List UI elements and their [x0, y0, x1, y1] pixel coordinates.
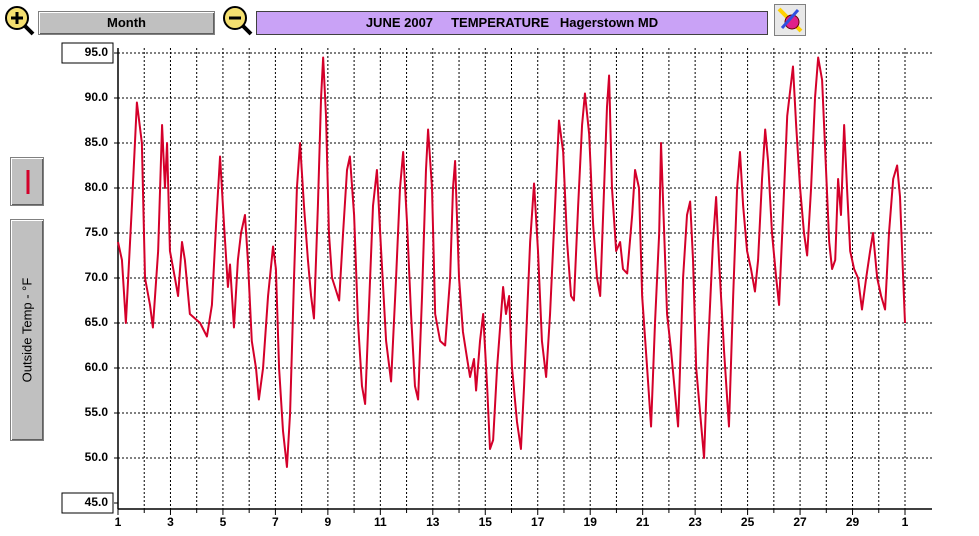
x-tick-label: 7	[272, 515, 279, 529]
x-tick-label: 25	[741, 515, 755, 529]
x-tick-label: 13	[426, 515, 440, 529]
x-tick-label: 21	[636, 515, 650, 529]
y-axis-button[interactable]: Outside Temp - °F	[10, 219, 44, 441]
y-tick-label: 90.0	[85, 90, 109, 104]
y-tick-label: 85.0	[85, 135, 109, 149]
x-tick-label: 5	[220, 515, 227, 529]
legend-swatch	[26, 170, 30, 194]
zoom-out-button[interactable]	[220, 3, 254, 37]
x-tick-label: 3	[167, 515, 174, 529]
y-tick-label: 50.0	[85, 450, 109, 464]
x-tick-label: 27	[793, 515, 807, 529]
legend-button[interactable]	[10, 157, 44, 206]
y-tick-label: 95.0	[85, 45, 109, 59]
zoom-in-button[interactable]	[2, 3, 36, 37]
y-tick-label: 75.0	[85, 225, 109, 239]
y-tick-label: 70.0	[85, 270, 109, 284]
x-tick-label: 29	[846, 515, 860, 529]
x-tick-label: 19	[584, 515, 598, 529]
y-tick-label: 55.0	[85, 405, 109, 419]
x-tick-label: 1	[115, 515, 122, 529]
y-tick-label: 65.0	[85, 315, 109, 329]
x-tick-label: 15	[479, 515, 493, 529]
x-tick-label: 23	[688, 515, 702, 529]
y-tick-box	[61, 492, 114, 514]
x-tick-label: 9	[325, 515, 332, 529]
y-tick-label: 60.0	[85, 360, 109, 374]
y-tick-box	[61, 42, 114, 64]
y-tick-label: 45.0	[85, 495, 109, 509]
y-tick-label: 80.0	[85, 180, 109, 194]
tool-icon[interactable]	[774, 4, 806, 36]
x-tick-label: 1	[902, 515, 909, 529]
x-tick-label: 11	[374, 515, 387, 529]
chart-title: JUNE 2007 TEMPERATURE Hagerstown MD	[256, 11, 768, 35]
temperature-line	[117, 56, 906, 468]
period-button[interactable]: Month	[38, 11, 215, 35]
x-tick-label: 17	[531, 515, 545, 529]
